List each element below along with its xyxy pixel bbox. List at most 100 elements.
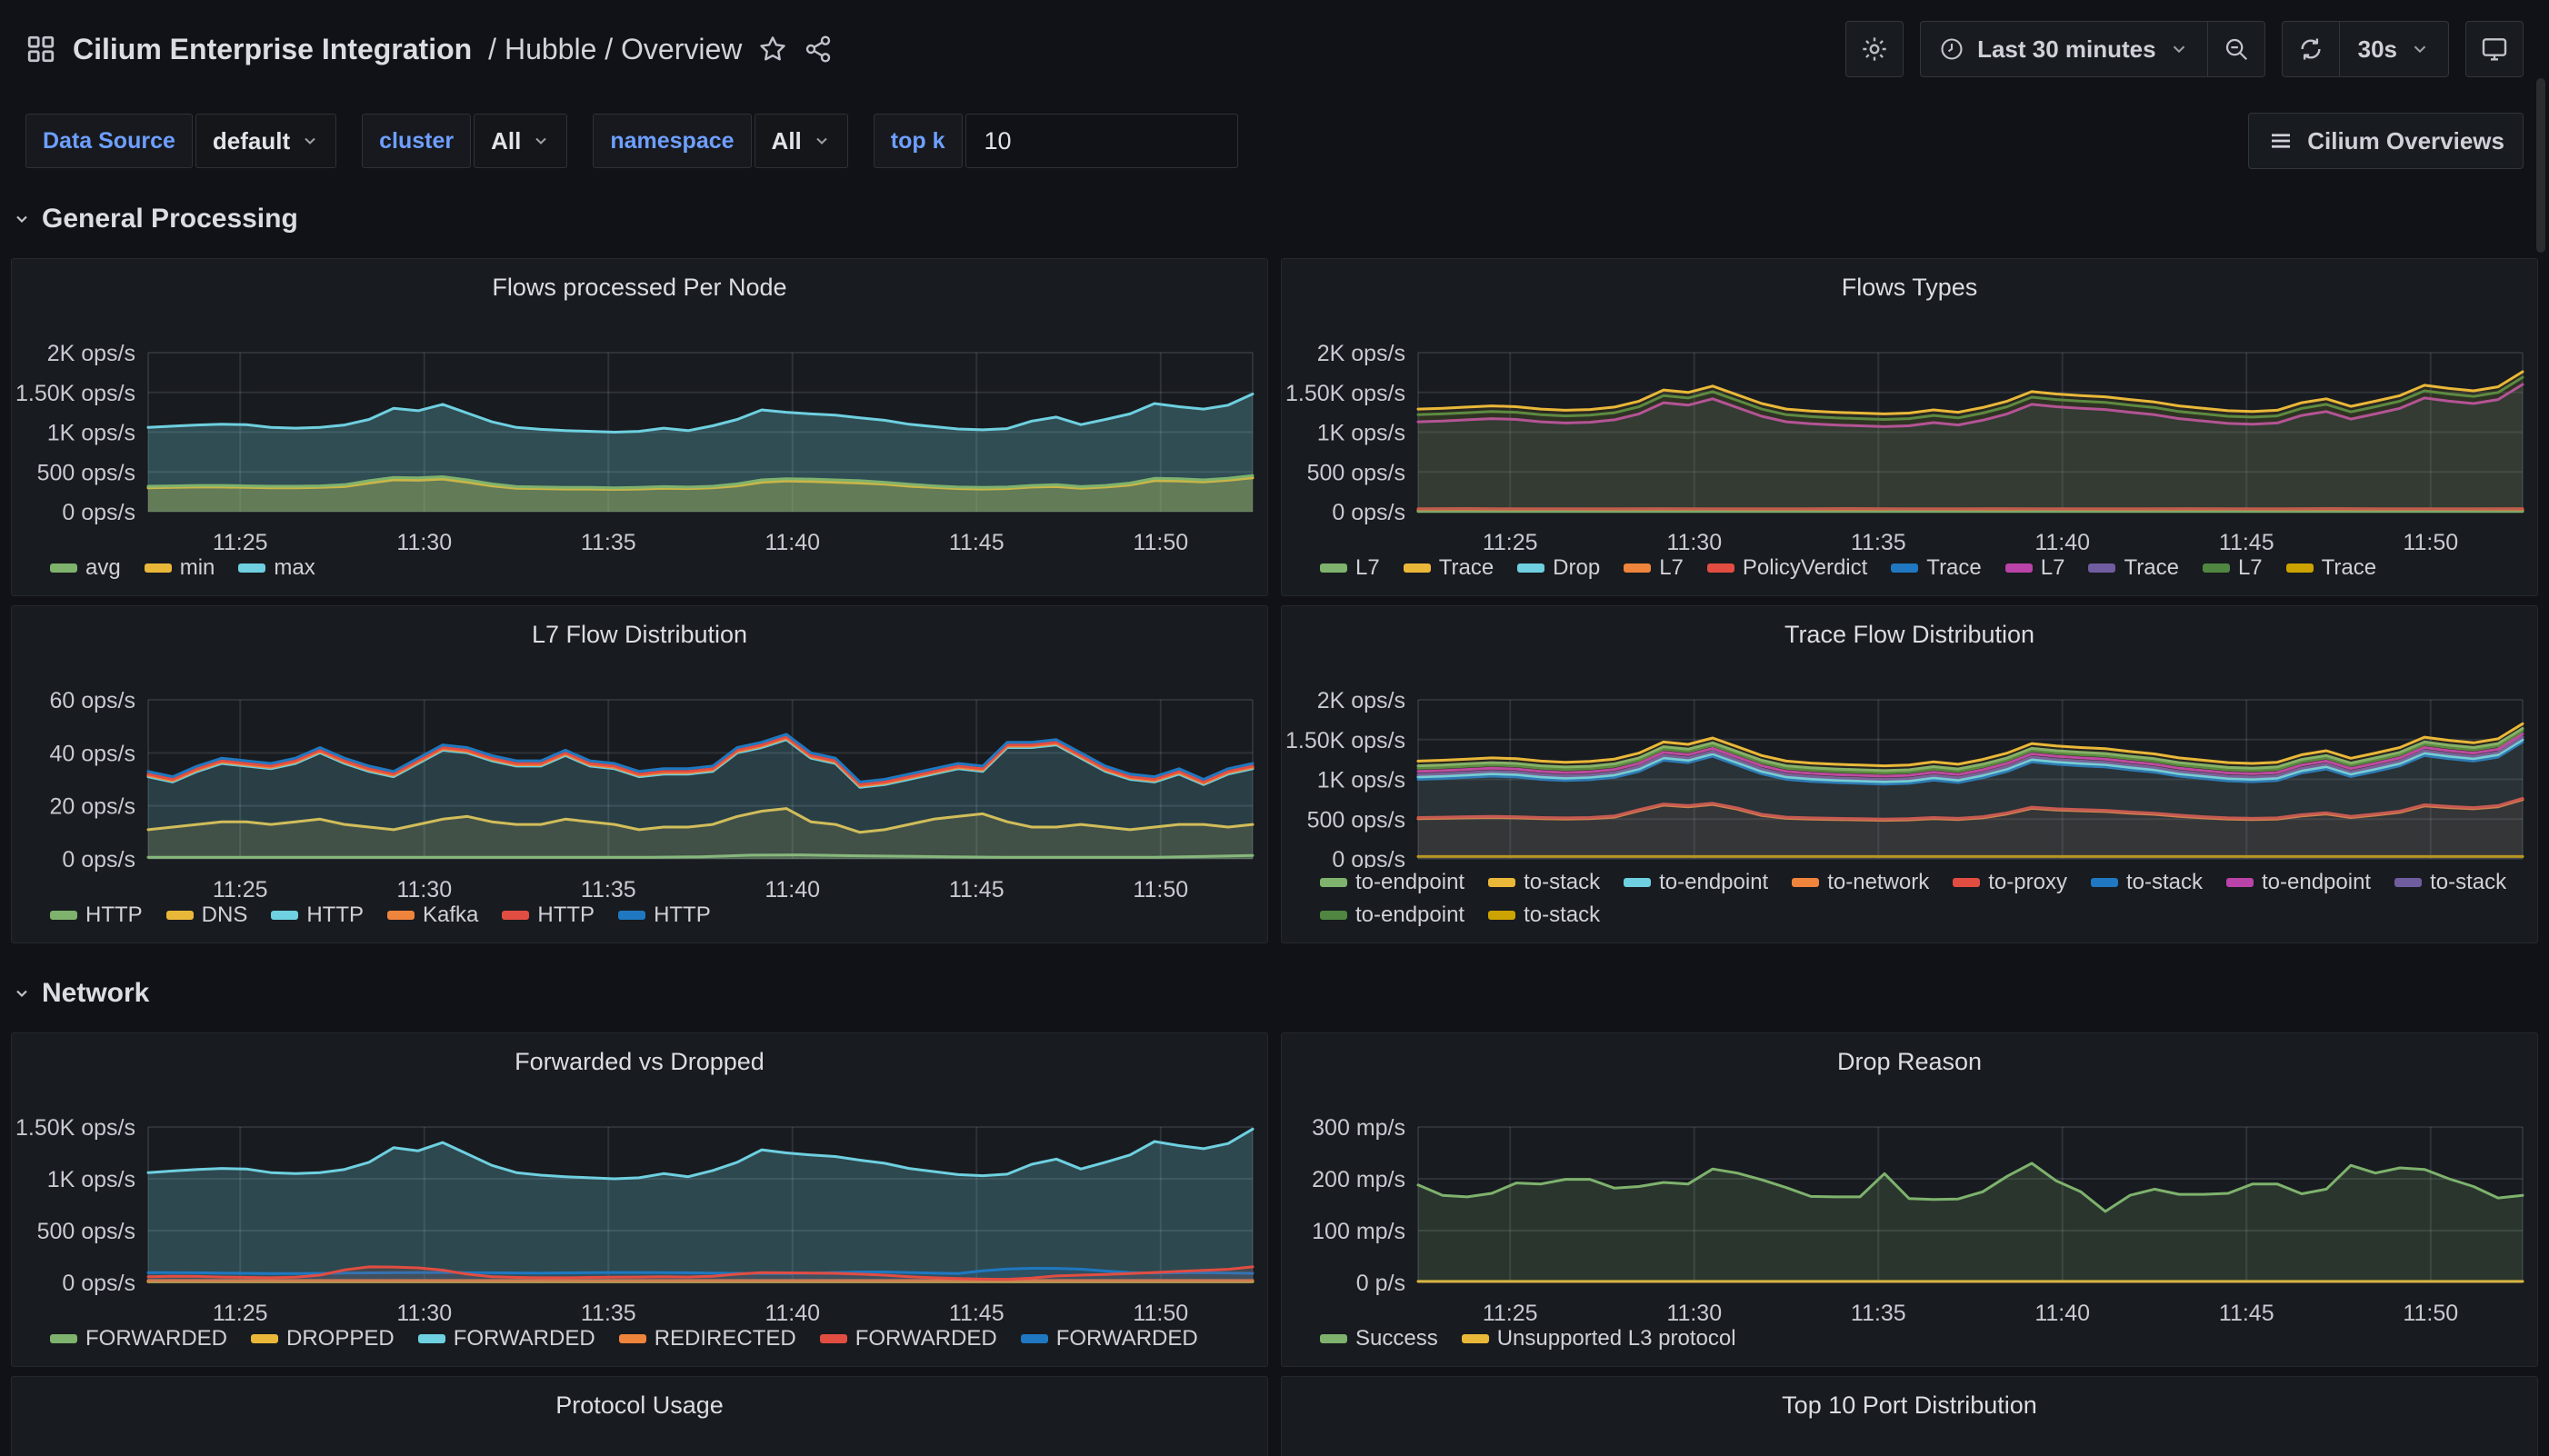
legend-item[interactable]: Kafka (387, 903, 478, 928)
dashboard-settings-button[interactable] (1845, 21, 1904, 77)
chevron-down-icon (13, 210, 31, 228)
legend-item[interactable]: to-endpoint (1320, 903, 1464, 928)
legend-item[interactable]: to-endpoint (2226, 870, 2371, 895)
breadcrumb[interactable]: / Hubble / Overview (488, 32, 743, 65)
legend-item[interactable]: Trace (2088, 555, 2179, 581)
top-nav-bar: Cilium Enterprise Integration / Hubble /… (0, 0, 2549, 98)
legend-item[interactable]: Success (1320, 1326, 1438, 1351)
chart-drop-reason[interactable]: 0 p/s 100 mp/s 200 mp/s 300 mp/s 11:25 11:30 1… (1282, 1080, 2537, 1324)
legend-item[interactable]: HTTP (50, 903, 143, 928)
legend-item[interactable]: to-network (1792, 870, 1929, 895)
chart-flows-types[interactable]: 0 ops/s 500 ops/s 1K ops/s 1.50K ops/s 2K op… (1282, 305, 2537, 553)
panel-title[interactable]: Top 10 Port Distribution (1782, 1391, 2037, 1419)
panel-title[interactable]: Trace Flow Distribution (1784, 621, 2035, 648)
svg-text:11:45: 11:45 (949, 530, 1005, 553)
legend-item[interactable]: to-endpoint (1624, 870, 1768, 895)
legend-item[interactable]: HTTP (271, 903, 364, 928)
legend-item[interactable]: to-stack (1488, 903, 1600, 928)
legend-item[interactable]: FORWARDED (50, 1326, 227, 1351)
variable-value-cluster[interactable]: All (474, 114, 568, 168)
legend-item[interactable]: HTTP (502, 903, 595, 928)
svg-text:11:35: 11:35 (1851, 530, 1906, 553)
variable-value-namespace[interactable]: All (754, 114, 848, 168)
legend-swatch (2202, 563, 2230, 573)
share-icon[interactable] (804, 35, 833, 64)
legend-label: HTTP (85, 903, 143, 927)
refresh-button[interactable] (2281, 21, 2340, 77)
legend-item[interactable]: REDIRECTED (618, 1326, 796, 1351)
time-range-picker[interactable]: Last 30 minutes (1920, 21, 2208, 77)
legend-item[interactable]: L7 (1320, 555, 1380, 581)
star-icon[interactable] (758, 35, 787, 64)
topk-input[interactable] (965, 114, 1238, 168)
variable-value-datasource[interactable]: default (195, 114, 337, 168)
legend-item[interactable]: HTTP (618, 903, 711, 928)
panel-title[interactable]: Forwarded vs Dropped (515, 1048, 765, 1075)
zoom-out-time-button[interactable] (2206, 21, 2265, 77)
legend-item[interactable]: to-endpoint (1320, 870, 1464, 895)
legend-item[interactable]: DROPPED (251, 1326, 395, 1351)
magnifier-minus-icon (2223, 35, 2250, 63)
legend-item[interactable]: DNS (165, 903, 247, 928)
chart-top10-port-distribution[interactable]: 1 kp/s (1282, 1423, 2537, 1456)
legend-item[interactable]: to-stack (2090, 870, 2203, 895)
panel-title[interactable]: Flows processed Per Node (492, 274, 787, 301)
legend-item[interactable]: to-stack (2394, 870, 2506, 895)
legend-item[interactable]: PolicyVerdict (1706, 555, 1867, 581)
panel-title[interactable]: Flows Types (1841, 274, 1978, 301)
legend-label: to-network (1827, 870, 1930, 894)
chart-forwarded-vs-dropped[interactable]: 0 ops/s 500 ops/s 1K ops/s 1.50K ops/s 11:25… (12, 1080, 1267, 1324)
legend-item[interactable]: Unsupported L3 protocol (1461, 1326, 1736, 1351)
panel-title[interactable]: Protocol Usage (555, 1391, 724, 1419)
chart-l7-flow-distribution[interactable]: 0 ops/s 20 ops/s 40 ops/s 60 ops/s 11:25 11:3… (12, 653, 1267, 901)
legend-item[interactable]: FORWARDED (417, 1326, 595, 1351)
svg-text:11:25: 11:25 (213, 877, 268, 901)
svg-text:1K ops/s: 1K ops/s (47, 1167, 135, 1192)
legend-item[interactable]: FORWARDED (1020, 1326, 1198, 1351)
variable-label-cluster: cluster (362, 114, 472, 168)
legend-item[interactable]: Trace (1891, 555, 1982, 581)
legend-swatch (1320, 563, 1347, 573)
scrollbar-thumb[interactable] (2536, 78, 2545, 253)
svg-text:11:45: 11:45 (2219, 1301, 2274, 1324)
legend-item[interactable]: FORWARDED (819, 1326, 997, 1351)
legend-item[interactable]: Drop (1517, 555, 1600, 581)
page-title[interactable]: Cilium Enterprise Integration (73, 32, 473, 65)
section-network[interactable]: Network (0, 943, 2549, 1023)
legend-item[interactable]: L7 (1624, 555, 1684, 581)
legend-swatch (502, 911, 530, 920)
chart-trace-flow-distribution[interactable]: 0 ops/s 500 ops/s 1K ops/s 1.50K ops/s 2K op… (1282, 653, 2537, 868)
variable-namespace: namespace All (593, 114, 848, 168)
chevron-down-icon (13, 984, 31, 1002)
kiosk-mode-button[interactable] (2465, 21, 2524, 77)
chart-svg: 0 ops/s 500 ops/s 1K ops/s 1.50K ops/s 11:25… (15, 1115, 1255, 1324)
legend-item[interactable]: to-proxy (1953, 870, 2067, 895)
legend-item[interactable]: to-stack (1488, 870, 1600, 895)
legend-label: Kafka (423, 903, 479, 927)
variable-value-text: All (491, 126, 522, 155)
section-general-processing[interactable]: General Processing (0, 169, 2549, 249)
variables-bar: Data Source default cluster All namespac… (0, 98, 2549, 169)
chart-protocol-usage[interactable]: 150% (12, 1423, 1267, 1456)
legend-swatch (2226, 878, 2254, 887)
legend-item[interactable]: Trace (2285, 555, 2376, 581)
legend-swatch (251, 1334, 278, 1343)
svg-text:1K ops/s: 1K ops/s (1317, 768, 1405, 793)
chart-flows-processed-per-node[interactable]: 0 ops/s 500 ops/s 1K ops/s 1.50K ops/s 2K op… (12, 305, 1267, 553)
legend-swatch (144, 563, 172, 573)
dashboards-grid-icon[interactable] (25, 34, 56, 65)
svg-text:300 mp/s: 300 mp/s (1312, 1115, 1405, 1141)
legend-item[interactable]: min (144, 555, 215, 581)
legend-item[interactable]: max (238, 555, 315, 581)
refresh-interval-dropdown[interactable]: 30s (2338, 21, 2449, 77)
svg-text:11:35: 11:35 (581, 530, 636, 553)
legend-item[interactable]: avg (50, 555, 121, 581)
panel-title[interactable]: Drop Reason (1836, 1048, 1983, 1075)
legend-item[interactable]: L7 (2202, 555, 2263, 581)
time-picker-group: Last 30 minutes (1920, 21, 2265, 77)
legend-item[interactable]: L7 (2004, 555, 2064, 581)
panel-title[interactable]: L7 Flow Distribution (531, 621, 748, 648)
cilium-overviews-button[interactable]: Cilium Overviews (2248, 113, 2524, 169)
legend-item[interactable]: Trace (1403, 555, 1494, 581)
legend-swatch (819, 1334, 847, 1343)
